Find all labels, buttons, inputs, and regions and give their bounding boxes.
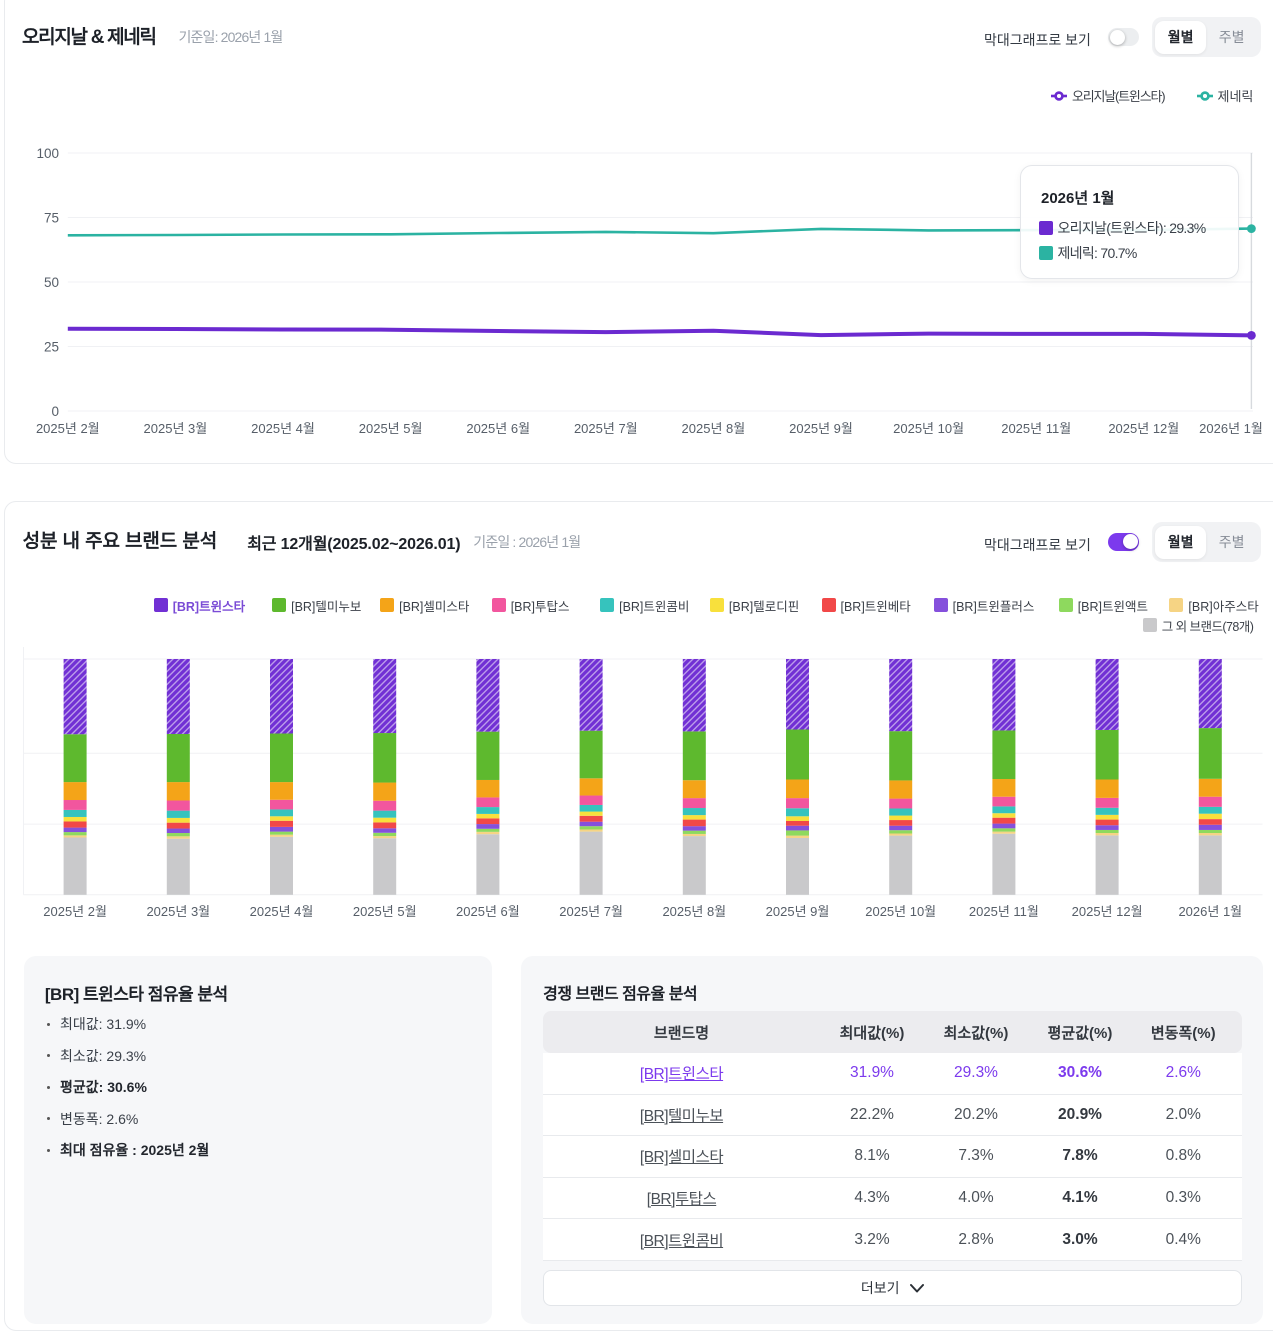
svg-text:25: 25 (44, 339, 59, 354)
svg-text:2025년 9월: 2025년 9월 (766, 904, 830, 919)
svg-text:2025년 2월: 2025년 2월 (43, 904, 107, 919)
svg-text:2025년 2월: 2025년 2월 (36, 421, 100, 436)
svg-text:2025년 8월: 2025년 8월 (662, 904, 726, 919)
svg-text:2025년 7월: 2025년 7월 (574, 421, 638, 436)
svg-text:50: 50 (44, 275, 59, 290)
svg-text:100: 100 (36, 146, 59, 161)
svg-text:2025년 10월: 2025년 10월 (893, 421, 964, 436)
svg-text:2025년 11월: 2025년 11월 (969, 904, 1039, 919)
svg-text:2025년 11월: 2025년 11월 (1001, 421, 1071, 436)
svg-text:2025년 8월: 2025년 8월 (682, 421, 746, 436)
svg-text:2025년 4월: 2025년 4월 (251, 421, 315, 436)
svg-text:2025년 5월: 2025년 5월 (359, 421, 423, 436)
svg-text:2026년 1월: 2026년 1월 (1178, 904, 1242, 919)
svg-text:2025년 4월: 2025년 4월 (250, 904, 314, 919)
svg-text:2025년 7월: 2025년 7월 (559, 904, 623, 919)
svg-text:2025년 3월: 2025년 3월 (146, 904, 210, 919)
svg-text:2025년 5월: 2025년 5월 (353, 904, 417, 919)
svg-text:2025년 3월: 2025년 3월 (144, 421, 208, 436)
svg-text:2026년 1월: 2026년 1월 (1199, 421, 1263, 436)
svg-text:0: 0 (51, 404, 59, 419)
svg-text:2025년 10월: 2025년 10월 (865, 904, 936, 919)
svg-text:2025년 9월: 2025년 9월 (789, 421, 853, 436)
svg-text:75: 75 (44, 210, 59, 225)
svg-text:2025년 12월: 2025년 12월 (1072, 904, 1143, 919)
svg-text:2025년 6월: 2025년 6월 (456, 904, 520, 919)
svg-text:2025년 6월: 2025년 6월 (466, 421, 530, 436)
svg-text:2025년 12월: 2025년 12월 (1108, 421, 1179, 436)
